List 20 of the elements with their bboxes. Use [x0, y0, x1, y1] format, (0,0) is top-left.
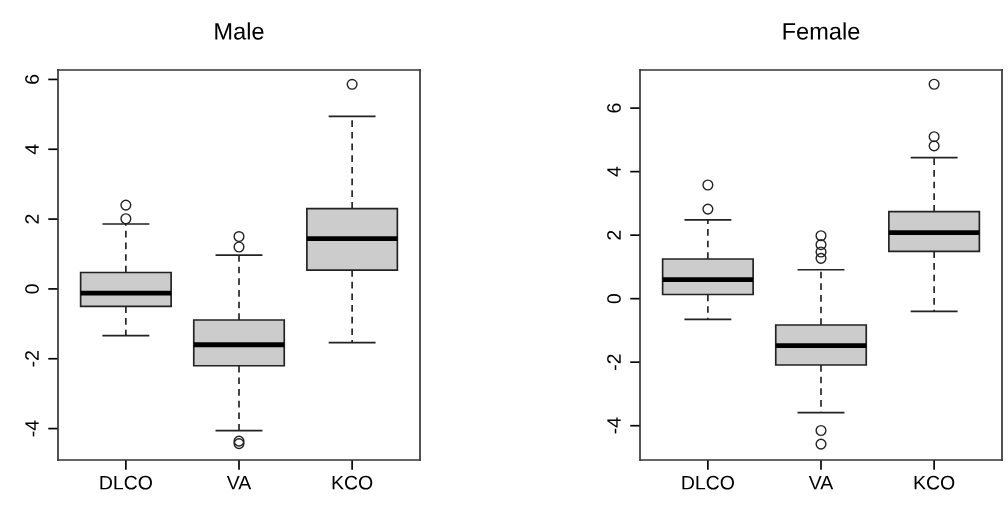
- x-tick-label: VA: [226, 475, 252, 490]
- chart-title: Female: [783, 22, 860, 40]
- y-tick-label: 6: [607, 103, 621, 113]
- x-tick-label: DLCO: [100, 475, 152, 490]
- y-tick-label: 2: [25, 214, 39, 224]
- y-tick-label: 6: [25, 74, 39, 84]
- y-tick-label: 4: [607, 166, 621, 177]
- x-tick-label: KCO: [914, 475, 955, 490]
- chart-title: Male: [215, 22, 264, 40]
- x-tick-label: KCO: [332, 475, 373, 490]
- y-tick-label: -4: [607, 417, 621, 434]
- y-tick-label: -2: [607, 354, 621, 370]
- y-tick-label: -2: [25, 351, 39, 367]
- y-tick-label: 2: [607, 230, 621, 240]
- y-tick-label: 4: [25, 144, 39, 155]
- y-tick-label: 0: [25, 284, 39, 294]
- x-tick-label: DLCO: [682, 475, 734, 490]
- y-tick-label: -4: [25, 420, 39, 437]
- y-tick-label: 0: [607, 294, 621, 304]
- x-tick-label: VA: [808, 475, 834, 490]
